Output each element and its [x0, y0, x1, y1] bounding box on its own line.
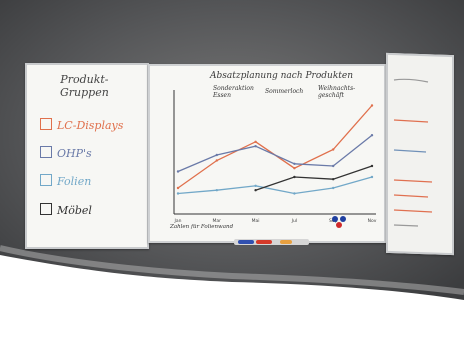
series-line-2: [177, 176, 373, 195]
magnet-red: [336, 222, 342, 228]
series-point: [254, 189, 257, 192]
series-point: [254, 184, 257, 187]
category-label: Folien: [57, 175, 92, 188]
orange-marker[interactable]: [280, 240, 292, 244]
category-label: LC-Displays: [57, 119, 124, 132]
series-point: [370, 175, 374, 179]
left-whiteboard-panel: [25, 63, 149, 249]
annotation-2: Sommerloch: [265, 88, 304, 95]
series-point: [370, 104, 374, 107]
left-panel-title: Produkt- Gruppen: [60, 73, 109, 99]
title-line-2: Gruppen: [60, 86, 109, 99]
title-line-1: Produkt-: [60, 73, 109, 86]
category-label: OHP's: [57, 147, 92, 160]
red-marker[interactable]: [256, 240, 272, 244]
right-panel-scribbles: [393, 78, 433, 227]
x-tick-label: Mar: [213, 218, 222, 224]
box-icon: [40, 174, 52, 186]
blue-marker[interactable]: [238, 240, 254, 244]
magnets: [332, 216, 346, 228]
series-point: [293, 175, 296, 179]
series-point: [215, 159, 218, 162]
x-tick-label: Jul: [291, 218, 297, 224]
magnet-blue: [340, 216, 346, 222]
box-icon: [40, 203, 52, 215]
magnet-blue: [332, 216, 338, 222]
series-point: [215, 189, 218, 192]
chart-title: Absatzplanung nach Produkten: [210, 71, 354, 81]
annotation-3: Weihnachts-geschäft: [318, 85, 356, 99]
box-icon: [40, 118, 52, 130]
series-point: [370, 134, 374, 137]
series-point: [293, 192, 296, 195]
x-tick-label: Jan: [174, 218, 182, 224]
x-tick-label: Nov: [368, 218, 377, 224]
category-moebel: Möbel: [40, 203, 92, 217]
series-point: [176, 170, 180, 173]
series-line-1: [177, 134, 373, 173]
series-point: [332, 186, 335, 190]
series-point: [176, 186, 180, 190]
category-lc-displays: LC-Displays: [40, 118, 123, 132]
x-axis-label: Zahlen für Folienwand: [170, 224, 234, 230]
series-point: [332, 164, 335, 168]
category-ohps: OHP's: [40, 146, 92, 160]
annotation-1: Sonderaktion Essen: [213, 85, 254, 99]
series-point: [215, 153, 218, 157]
series-point: [332, 148, 335, 151]
category-label: Möbel: [57, 204, 92, 217]
series-line-3: [255, 165, 373, 191]
series-point: [293, 167, 296, 170]
box-icon: [40, 146, 52, 158]
series-point: [176, 192, 180, 195]
x-tick-label: Mai: [252, 218, 260, 224]
series-point: [293, 162, 296, 165]
series-point: [370, 164, 374, 168]
category-folien: Folien: [40, 174, 91, 188]
series-point: [332, 178, 335, 181]
series-point: [254, 145, 257, 148]
series-point: [254, 140, 257, 143]
